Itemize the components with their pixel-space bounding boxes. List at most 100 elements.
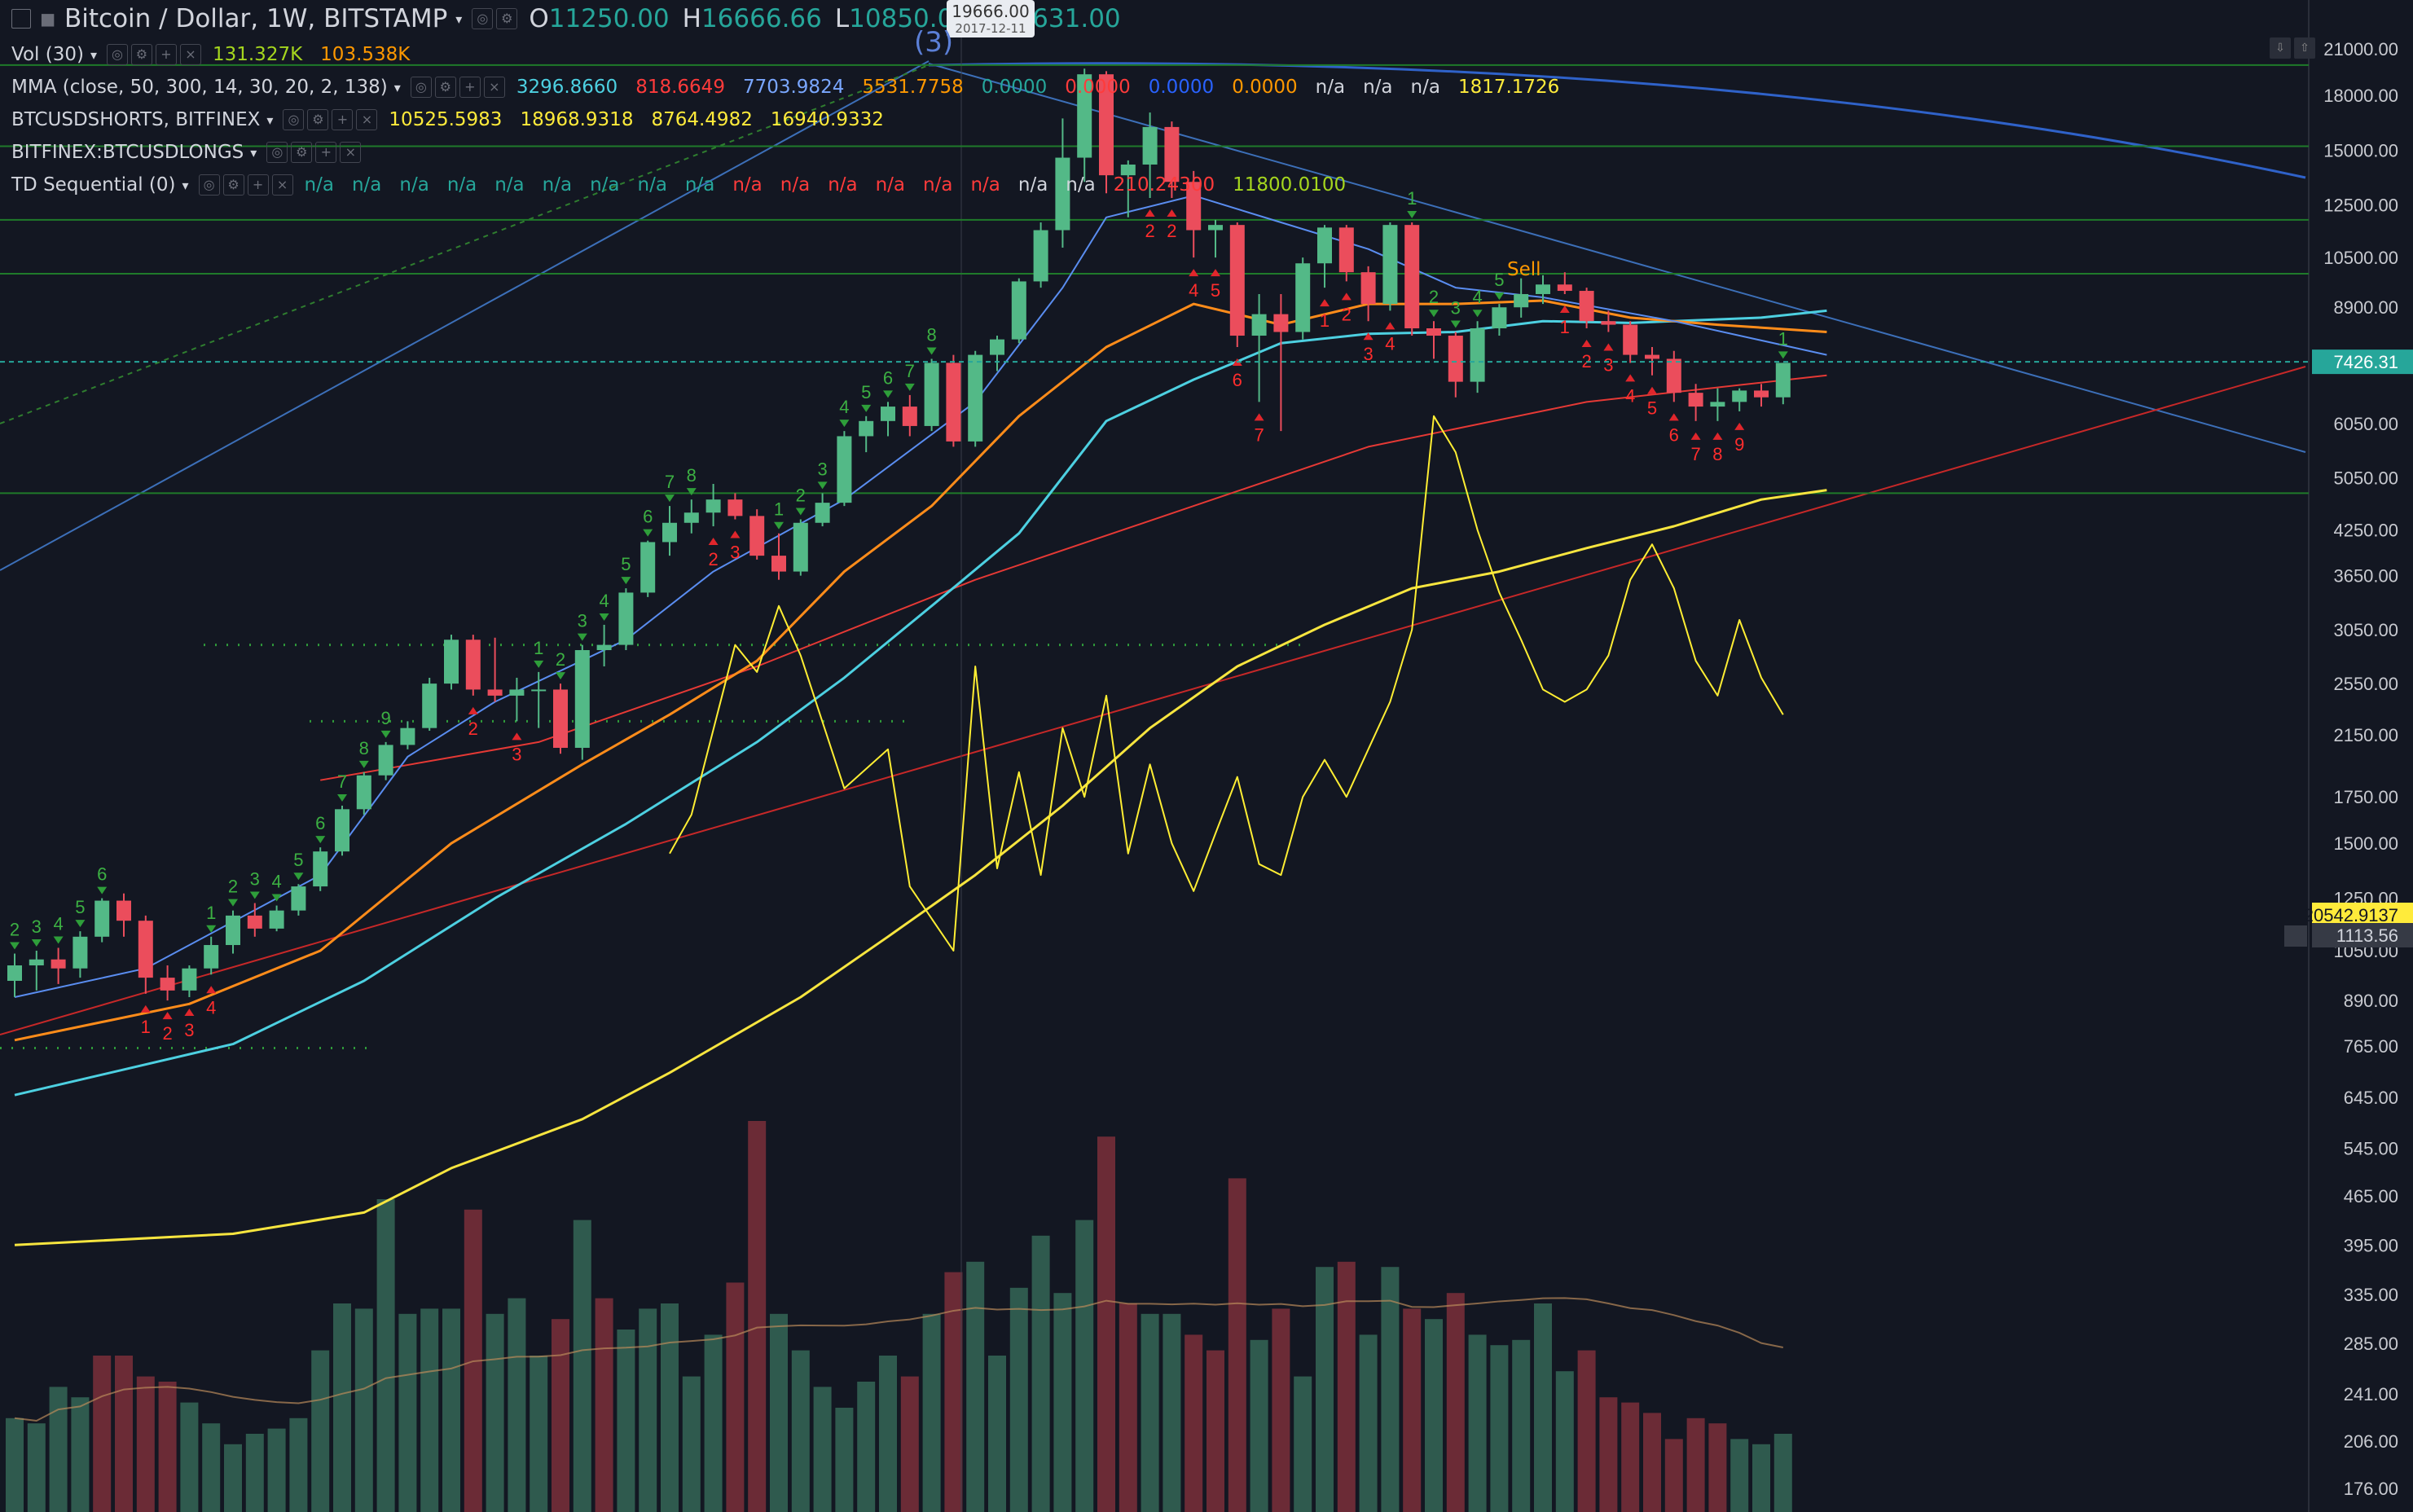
eye-icon[interactable]: ◎ [472,8,494,29]
indicator-name[interactable]: MMA (close, 50, 300, 14, 30, 20, 2, 138) [11,77,388,98]
indicator-value: 0.0000 [1065,77,1131,98]
td-buy-count: 6 [315,813,325,833]
flag-icon[interactable]: ▪ [39,4,57,33]
td-buy-arrow [206,925,217,933]
indicator-name[interactable]: Vol (30) [11,44,84,65]
candle-body [640,542,656,593]
candle-body [727,499,743,516]
plus-icon[interactable]: + [315,142,337,163]
close-icon[interactable]: × [483,77,505,98]
candle-body [1579,291,1594,322]
candle-body [422,683,437,728]
gear-icon[interactable]: ⚙ [434,77,456,98]
indicator-value: 103.538K [320,44,411,65]
indicator-value: n/a [923,174,953,196]
gear-icon[interactable]: ⚙ [496,8,518,29]
candle-body [1229,225,1245,336]
td-buy-count: 1 [1778,328,1788,349]
td-sell-arrow [1647,386,1657,394]
td-buy-count: 3 [578,611,587,631]
eye-icon[interactable]: ◎ [283,109,305,130]
volume-bar [1272,1308,1290,1512]
candle-body [509,689,525,696]
volume-bar [136,1376,155,1512]
indicator-value: n/a [446,174,477,196]
candle-body [269,910,284,929]
volume-bar [1490,1345,1509,1512]
td-sell-count: 3 [512,744,521,764]
candle-body [1382,225,1398,305]
volume-bar [267,1428,286,1512]
gear-icon[interactable]: ⚙ [130,44,152,65]
td-buy-arrow [1429,310,1439,318]
td-buy-count: 8 [926,324,936,345]
indicator-value: n/a [494,174,525,196]
volume-bar [770,1313,788,1512]
indicator-value: n/a [1363,77,1393,98]
td-buy-arrow [97,886,108,894]
td-sell-arrow [1254,413,1264,421]
eye-icon[interactable]: ◎ [198,174,220,196]
td-sell-arrow [1712,432,1723,440]
indicator-name[interactable]: BTCUSDSHORTS, BITFINEX [11,109,261,130]
td-buy-count: 5 [861,382,871,402]
td-sell-count: 4 [1189,280,1198,301]
eye-icon[interactable]: ◎ [106,44,128,65]
close-icon[interactable]: × [179,44,201,65]
td-buy-arrow [861,404,872,412]
collapse-icon[interactable] [11,9,31,29]
close-icon[interactable]: × [271,174,293,196]
indicator-value: 11800.0100 [1233,174,1347,196]
candle-body [705,499,721,513]
td-sell-count: 3 [1363,344,1373,364]
eye-icon[interactable]: ◎ [410,77,432,98]
chevron-down-icon[interactable]: ▾ [250,144,257,160]
candle-body [313,851,328,887]
chevron-down-icon[interactable]: ▾ [182,177,189,193]
indicator-name[interactable]: TD Sequential (0) [11,174,176,196]
volume-bar [1141,1313,1159,1512]
plus-icon[interactable]: + [247,174,269,196]
volume-bar [245,1434,264,1512]
td-sell-arrow [730,530,741,538]
gear-icon[interactable]: ⚙ [307,109,329,130]
symbol-title[interactable]: Bitcoin / Dollar, 1W, BITSTAMP [64,4,448,33]
arrow-down-icon[interactable]: ⇩ [2270,37,2291,59]
chevron-down-icon[interactable]: ▾ [393,79,401,95]
candle-body [1426,328,1441,336]
volume-bar [1075,1220,1094,1512]
chevron-down-icon[interactable]: ▾ [266,112,274,128]
pane-buttons: ⇩ ⇧ [2270,37,2315,59]
price-axis-tick: 241.00 [2344,1384,2398,1404]
volume-bar [922,1313,941,1512]
candle-body [1688,393,1703,407]
plus-icon[interactable] [2284,925,2307,947]
ohlc-value: 11250.00 [548,4,670,33]
td-sell-arrow [1559,305,1570,313]
candle-body [1492,307,1507,329]
arrow-up-icon[interactable]: ⇧ [2294,37,2315,59]
chevron-down-icon[interactable]: ▾ [455,11,463,27]
indicator-value: n/a [970,174,1000,196]
close-icon[interactable]: × [340,142,362,163]
plus-icon[interactable]: + [332,109,354,130]
chevron-down-icon[interactable]: ▾ [90,46,97,63]
gear-icon[interactable]: ⚙ [222,174,244,196]
close-icon[interactable]: × [356,109,378,130]
td-buy-arrow [10,942,20,950]
td-sell-arrow [1341,292,1352,301]
candle-body [1710,402,1725,407]
candle-body [1208,225,1223,231]
gear-icon[interactable]: ⚙ [291,142,313,163]
indicator-value: 3296.8660 [516,77,618,98]
candle-body [1033,230,1048,282]
eye-icon[interactable]: ◎ [266,142,288,163]
indicator-name[interactable]: BITFINEX:BTCUSDLONGS [11,142,244,163]
volume-bar [988,1356,1006,1512]
td-buy-arrow [31,939,42,947]
volume-bar [1053,1293,1072,1512]
plus-icon[interactable]: + [459,77,481,98]
plus-icon[interactable]: + [155,44,177,65]
